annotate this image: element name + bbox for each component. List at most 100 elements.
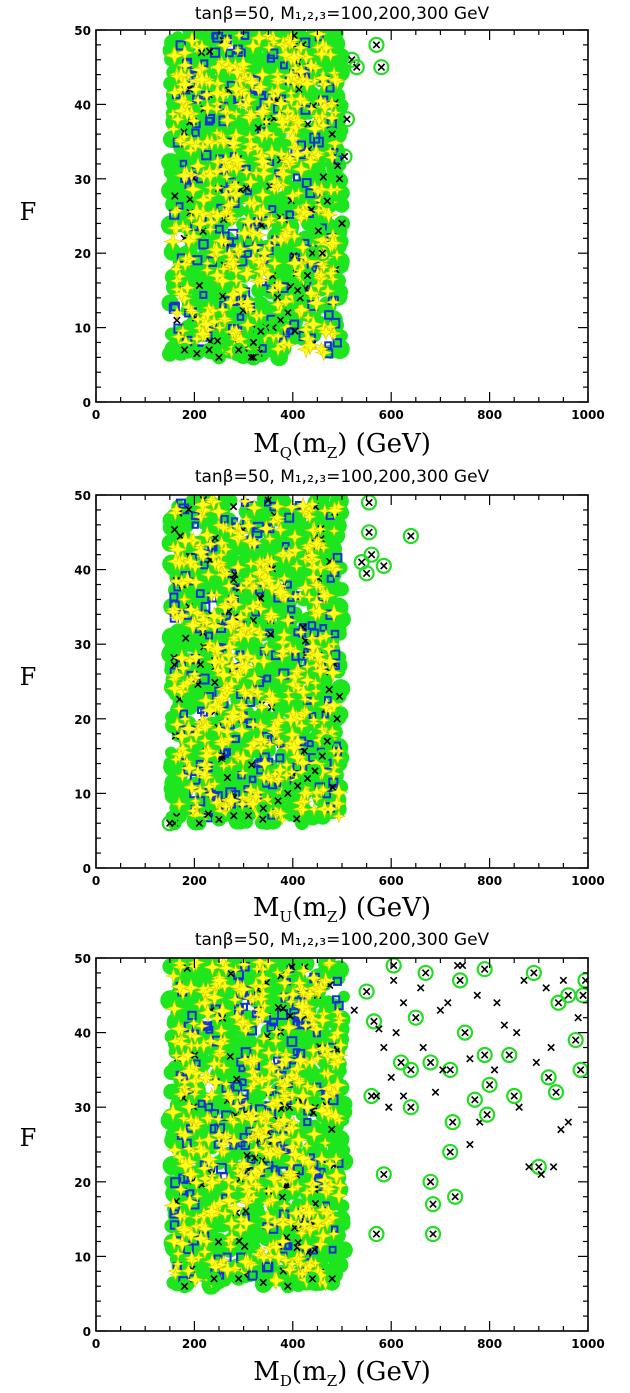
- axis-ticks: [95, 29, 589, 403]
- yellow-star-point: [196, 1219, 215, 1238]
- blue-square-point: [289, 1008, 300, 1019]
- yellow-star-point: [175, 741, 190, 756]
- yellow-star-point: [305, 568, 322, 586]
- blue-square-point: [204, 116, 214, 126]
- edge-cross-point: [328, 130, 336, 138]
- yellow-star-point: [234, 223, 255, 243]
- cross-point: [240, 1242, 249, 1251]
- yellow-star-point: [222, 591, 239, 608]
- blue-square-point: [256, 765, 265, 775]
- blue-square-point: [301, 178, 312, 188]
- chart-title: tanβ=50, M₁,₂,₃=100,200,300 GeV: [195, 4, 490, 24]
- yellow-star-point: [230, 242, 243, 256]
- yellow-star-point: [177, 593, 190, 606]
- edge-cross-point: [335, 692, 344, 701]
- yellow-star-point: [277, 571, 292, 586]
- blue-square-point: [303, 1117, 312, 1127]
- blue-square-point: [211, 32, 219, 40]
- yellow-star-point: [240, 512, 253, 526]
- outlier-ring: [338, 111, 356, 128]
- yellow-star-point: [204, 495, 219, 507]
- yellow-star-point: [245, 498, 264, 517]
- outlier-cross-point: [249, 353, 258, 362]
- yellow-star-point: [173, 797, 187, 811]
- yellow-star-point: [250, 1014, 265, 1029]
- edge-cross-point: [180, 346, 189, 354]
- yellow-star-point: [219, 723, 236, 740]
- blue-square-point: [191, 521, 199, 529]
- yellow-star-point: [245, 682, 260, 697]
- blue-square-point: [195, 589, 205, 598]
- yellow-star-point: [199, 1130, 218, 1149]
- yellow-star-point: [274, 213, 290, 228]
- blue-square-point: [275, 753, 285, 763]
- yellow-star-point: [260, 30, 275, 42]
- yellow-star-point: [292, 90, 309, 108]
- cross-point: [325, 685, 333, 694]
- yellow-star-point: [279, 768, 294, 783]
- yellow-star-point: [208, 57, 229, 77]
- yellow-star-point: [272, 178, 286, 192]
- yellow-star-point: [218, 799, 233, 814]
- yellow-star-point: [329, 782, 349, 803]
- yellow-star-point: [220, 197, 237, 214]
- yellow-star-point: [168, 204, 183, 220]
- cross-point: [223, 773, 232, 782]
- yellow-star-point: [219, 730, 238, 749]
- edge-cross-point: [314, 227, 323, 235]
- yellow-star-point: [207, 83, 228, 103]
- yellow-star-point: [188, 156, 208, 176]
- blue-square-point: [280, 61, 288, 70]
- outlier-ring: [348, 59, 365, 76]
- cross-point: [235, 1237, 243, 1245]
- yellow-star-point: [242, 73, 262, 92]
- green-point: [168, 521, 188, 541]
- yellow-star-point: [198, 133, 216, 151]
- blue-square-point: [292, 1164, 304, 1176]
- yellow-star-point: [283, 129, 302, 148]
- yellow-star-point: [236, 958, 252, 973]
- yellow-star-point: [168, 501, 185, 518]
- yellow-star-point: [268, 81, 287, 100]
- cross-point: [295, 85, 303, 94]
- yellow-star-point: [291, 159, 311, 179]
- yellow-star-point: [252, 78, 270, 96]
- dense-point-cloud: [161, 495, 351, 831]
- green-point: [236, 1242, 253, 1259]
- edge-cross-point: [247, 353, 255, 362]
- yellow-star-point: [165, 46, 185, 66]
- yellow-star-point: [298, 693, 312, 706]
- yellow-star-point: [313, 45, 330, 63]
- yellow-star-point: [229, 273, 244, 288]
- blue-square-point: [268, 205, 277, 214]
- blue-square-point: [332, 338, 342, 348]
- green-point: [169, 623, 188, 642]
- yellow-star-point: [196, 1170, 214, 1187]
- yellow-star-point: [204, 181, 217, 194]
- blue-square-point: [292, 1048, 301, 1057]
- green-point: [332, 184, 350, 202]
- yellow-star-point: [256, 1031, 271, 1046]
- yellow-star-point: [191, 1190, 204, 1203]
- green-point: [334, 197, 350, 213]
- yellow-star-point: [271, 277, 289, 295]
- yellow-star-point: [305, 1080, 323, 1098]
- yellow-star-point: [168, 261, 184, 277]
- blue-square-point: [289, 319, 300, 330]
- outlier-cross-point: [365, 528, 373, 537]
- yellow-star-point: [285, 87, 298, 100]
- yellow-star-point: [214, 548, 228, 562]
- yellow-star-point: [213, 665, 234, 685]
- yellow-star-point: [167, 539, 188, 560]
- yellow-star-point: [301, 660, 314, 673]
- yellow-star-point: [182, 652, 198, 669]
- yellow-star-point: [286, 38, 299, 51]
- cross-point: [195, 281, 204, 290]
- outlier-ring: [314, 245, 331, 262]
- yellow-star-point: [213, 131, 234, 151]
- yellow-star-point: [326, 134, 344, 152]
- yellow-star-point: [323, 663, 343, 683]
- yellow-star-point: [300, 541, 315, 556]
